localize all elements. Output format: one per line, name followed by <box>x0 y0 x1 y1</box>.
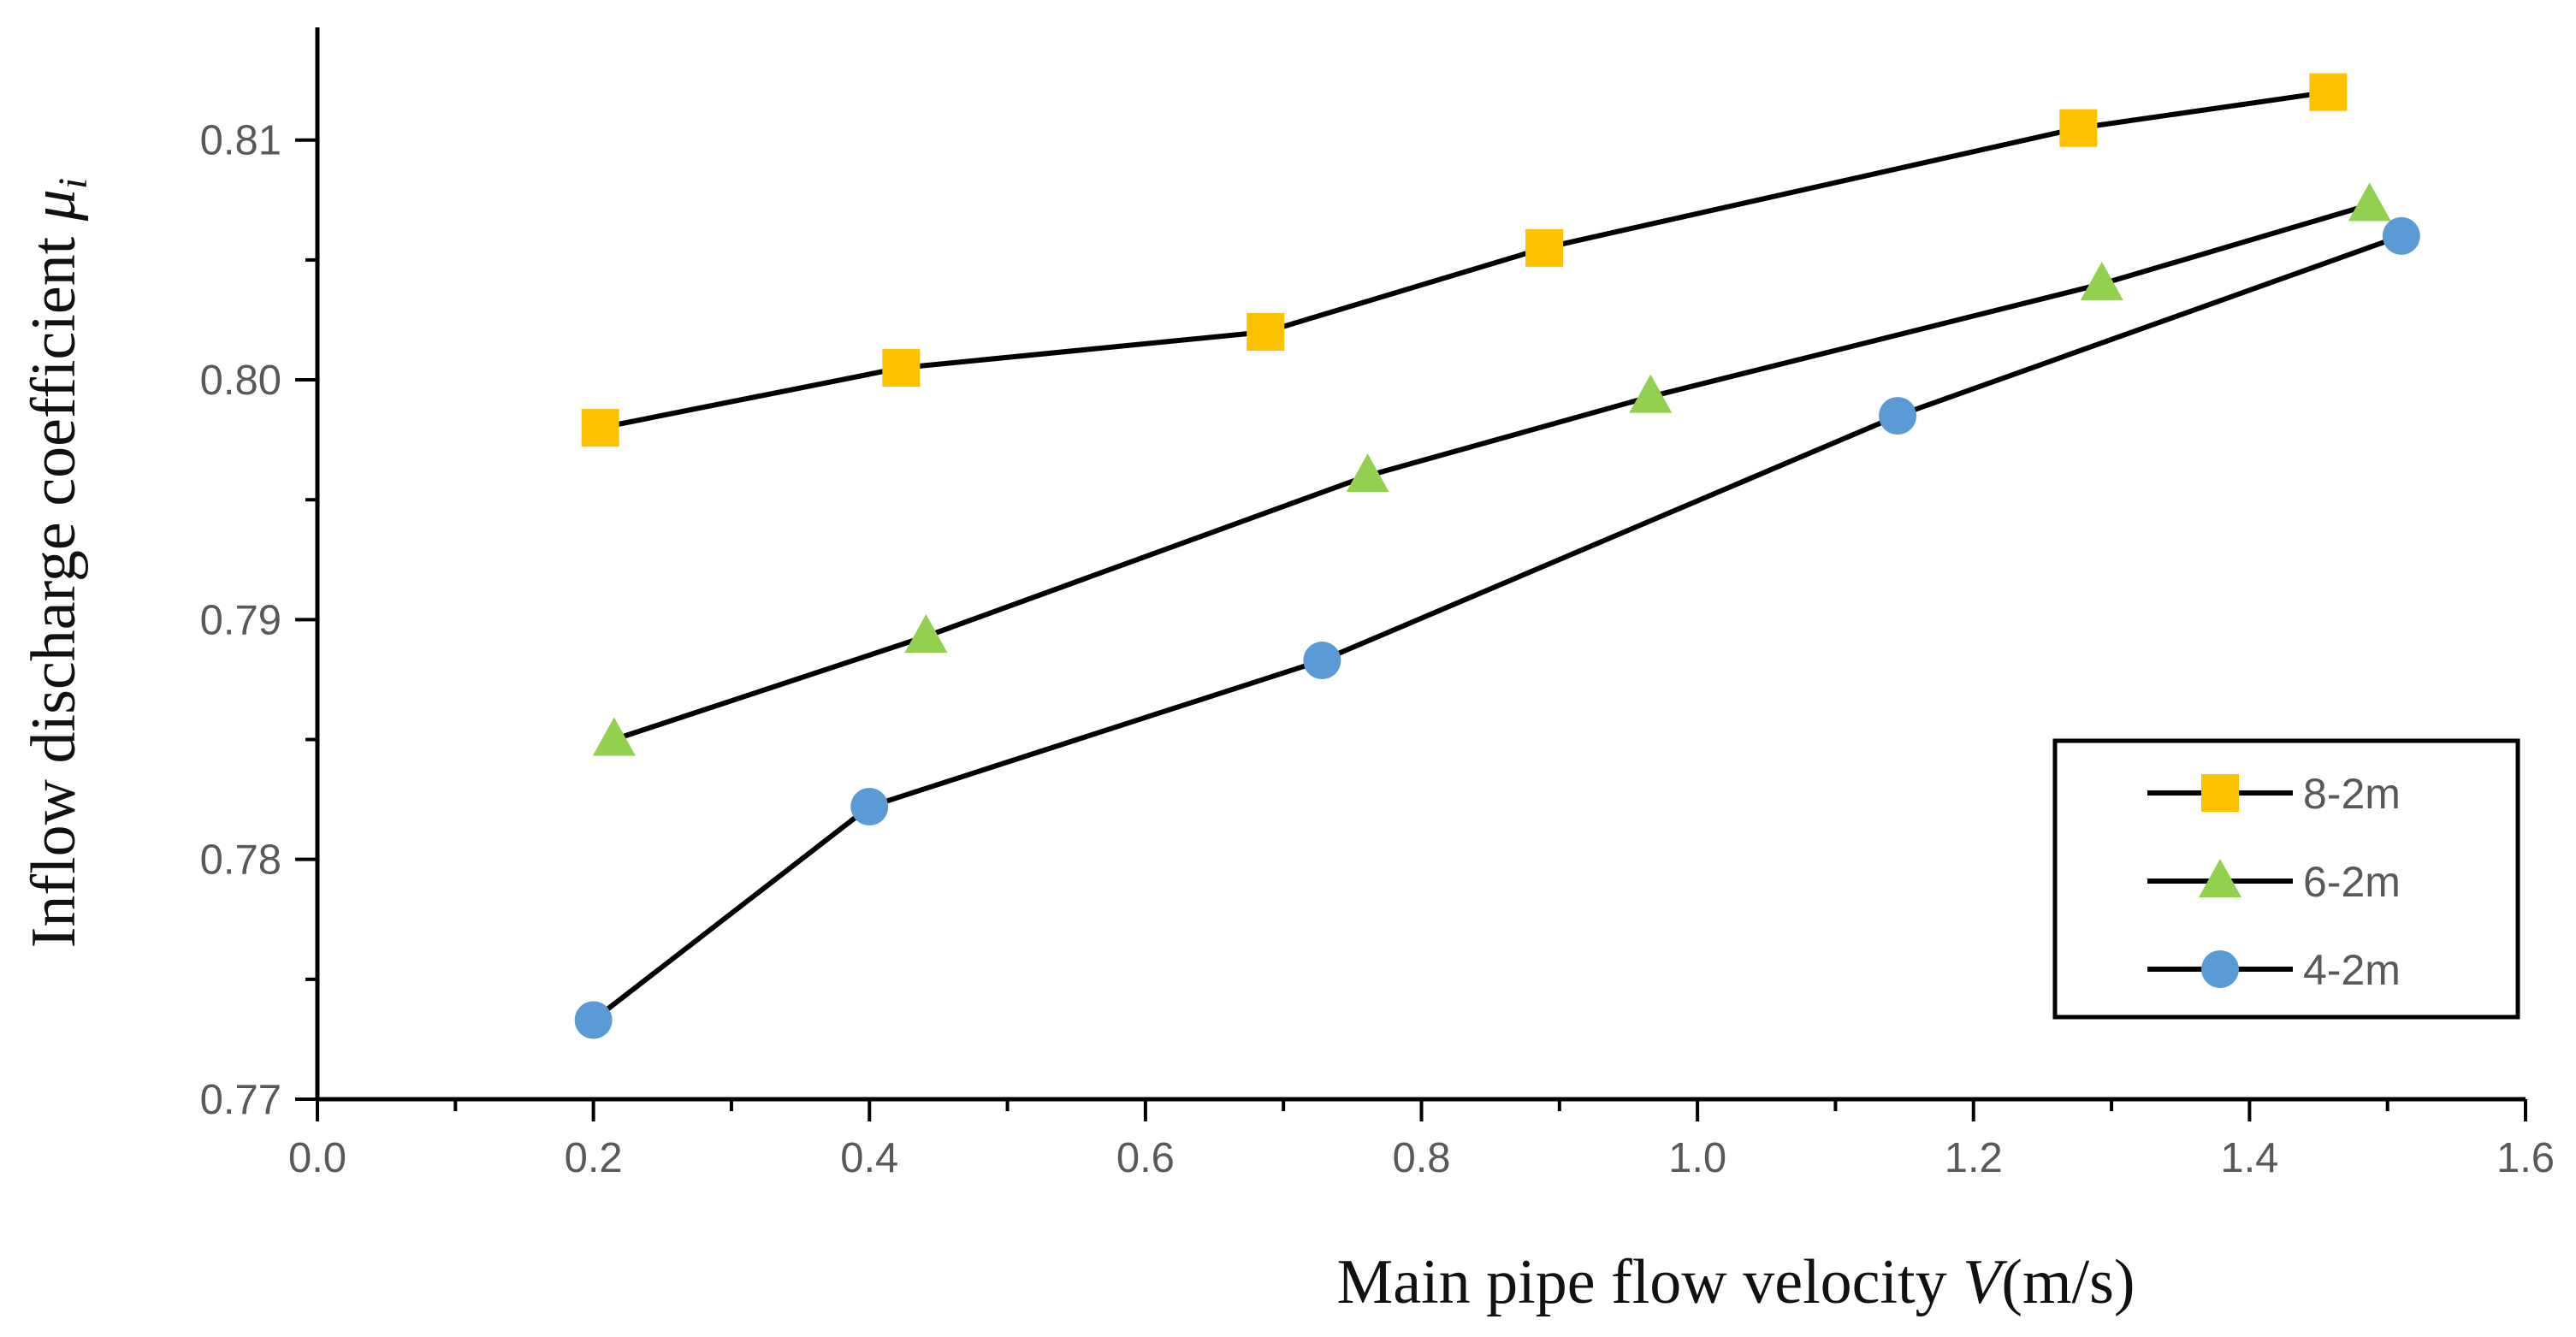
data-point-4-2m <box>2382 216 2420 255</box>
series-8-2m <box>581 73 2348 447</box>
x-tick-label: 1.0 <box>1668 1135 1726 1181</box>
y-axis-title-prefix: Inflow discharge coefficient <box>19 221 89 948</box>
data-point-4-2m <box>574 1001 613 1039</box>
data-point-4-2m <box>1879 397 1917 435</box>
axes: 0.0 0.2 0.4 0.6 0.8 1.0 1.2 1.4 1.6 0.77 0.78 0.79 0… <box>200 27 2555 1181</box>
x-tick-label: 0.0 <box>288 1135 346 1181</box>
data-point-8-2m <box>2059 109 2098 147</box>
x-tick-label: 1.2 <box>1945 1135 2003 1181</box>
x-axis-title-prefix: Main pipe flow velocity <box>1336 1247 1963 1317</box>
data-point-6-2m <box>2080 261 2123 300</box>
data-point-8-2m <box>1247 312 1285 351</box>
data-point-6-2m <box>1346 453 1389 493</box>
legend-label-4-2m: 4-2m <box>2303 946 2401 994</box>
legend-label-8-2m: 8-2m <box>2303 770 2401 818</box>
data-point-4-2m <box>850 788 889 826</box>
legend-marker-8-2m <box>2201 774 2239 812</box>
series-line-6-2m <box>613 202 2371 742</box>
x-tick-label: 0.6 <box>1116 1135 1175 1181</box>
data-point-8-2m <box>1525 228 1564 267</box>
y-tick-label: 0.80 <box>200 358 281 404</box>
data-point-4-2m <box>1303 642 1341 680</box>
series-layer <box>574 73 2420 1039</box>
x-tick-label: 0.2 <box>565 1135 623 1181</box>
y-tick-label: 0.77 <box>200 1077 281 1123</box>
series-line-8-2m <box>600 89 2329 431</box>
legend-marker-4-2m <box>2201 950 2239 988</box>
series-4-2m <box>574 216 2420 1039</box>
y-tick-label: 0.78 <box>200 837 281 884</box>
x-axis-title: Main pipe flow velocity V(m/s) <box>1336 1247 2135 1317</box>
legend: 8-2m 6-2m 4-2m <box>2052 738 2520 1020</box>
legend-label-6-2m: 6-2m <box>2303 858 2401 906</box>
y-tick-label: 0.81 <box>200 118 281 164</box>
data-point-6-2m <box>1629 374 1673 413</box>
x-tick-label: 1.4 <box>2220 1135 2278 1181</box>
y-tick-label: 0.79 <box>200 597 281 643</box>
x-tick-label: 0.8 <box>1392 1135 1450 1181</box>
data-point-8-2m <box>2309 73 2348 111</box>
series-6-2m <box>592 182 2391 756</box>
data-point-8-2m <box>882 349 921 387</box>
data-point-8-2m <box>581 409 619 447</box>
y-axis-title-variable: μ <box>19 189 89 222</box>
x-axis-title-suffix: (m/s) <box>2001 1247 2135 1317</box>
data-point-6-2m <box>904 613 948 653</box>
y-axis-title: Inflow discharge coefficient μi <box>19 178 96 949</box>
axis-titles: Main pipe flow velocity V(m/s) Inflow dis… <box>19 178 2135 1317</box>
x-axis-title-variable: V <box>1963 1247 2008 1317</box>
x-tick-label: 0.4 <box>840 1135 898 1181</box>
data-point-6-2m <box>592 717 636 756</box>
y-axis-title-subscript: i <box>50 178 96 189</box>
x-tick-label: 1.6 <box>2496 1135 2555 1181</box>
legend-marker-6-2m <box>2199 859 2241 897</box>
data-point-6-2m <box>2348 182 2391 222</box>
